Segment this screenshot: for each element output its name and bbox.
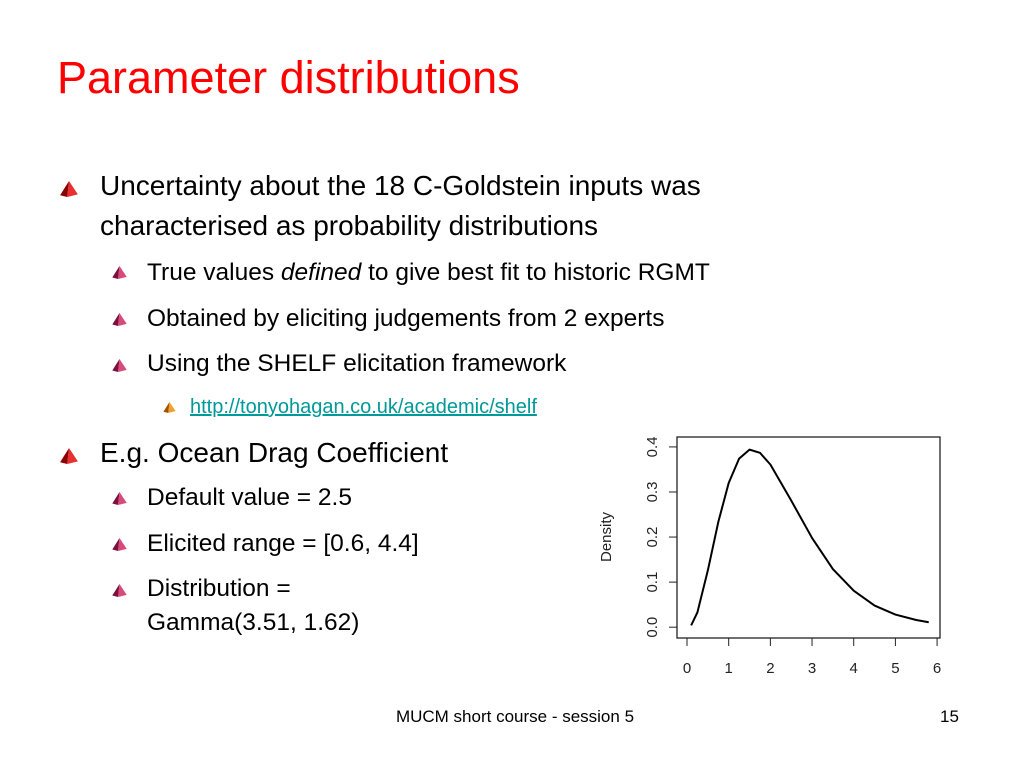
x-tick-label: 3: [808, 660, 816, 677]
emphasis: defined: [280, 259, 362, 286]
bullet-icon: [112, 584, 127, 597]
text: True values: [147, 259, 275, 286]
bullet-text: Default value = 2.5: [147, 484, 352, 511]
text: to give best fit to historic RGMT: [368, 259, 710, 286]
bullet-text: Uncertainty about the 18 C-Goldstein inp…: [100, 170, 701, 241]
x-tick-label: 4: [850, 660, 858, 677]
bullet-text: True values defined to give best fit to …: [147, 256, 710, 290]
y-tick-label: 0.2: [644, 527, 661, 548]
y-tick-label: 0.4: [644, 436, 661, 457]
x-tick-label: 6: [933, 660, 941, 677]
y-tick-label: 0.1: [644, 572, 661, 593]
x-tick-label: 1: [725, 660, 733, 677]
footer-text: MUCM short course - session 5: [395, 707, 635, 726]
bullet-text: Distribution = Gamma(3.51, 1.62): [147, 575, 360, 636]
x-tick-label: 2: [766, 660, 774, 677]
x-tick-label: 0: [683, 660, 691, 677]
bullet-text: Elicited range = [0.6, 4.4]: [147, 530, 419, 557]
bullet-icon: [112, 492, 127, 505]
slide-title: Parameter distributions: [57, 52, 520, 103]
density-curve: [690, 448, 929, 626]
bullet-icon: [112, 538, 127, 551]
bullet-icon: [112, 313, 127, 326]
x-tick-label: 5: [891, 660, 899, 677]
bullet-text: Obtained by eliciting judgements from 2 …: [147, 305, 665, 332]
y-tick-label: 0.3: [644, 482, 661, 503]
y-tick-label: 0.0: [644, 617, 661, 638]
plot-frame: [676, 436, 941, 639]
y-axis-label: Density: [598, 511, 615, 562]
bullet-text: Using the SHELF elicitation framework: [147, 350, 567, 377]
bullet-text: E.g. Ocean Drag Coefficient: [100, 437, 449, 468]
bullet-icon: [60, 181, 78, 197]
bullet-icon: [163, 402, 176, 413]
page-number: 15: [940, 707, 959, 726]
bullet-icon: [112, 266, 127, 279]
bullet-icon: [112, 359, 127, 372]
link[interactable]: http://tonyohagan.co.uk/academic/shelf: [190, 396, 537, 418]
bullet-icon: [60, 448, 78, 464]
